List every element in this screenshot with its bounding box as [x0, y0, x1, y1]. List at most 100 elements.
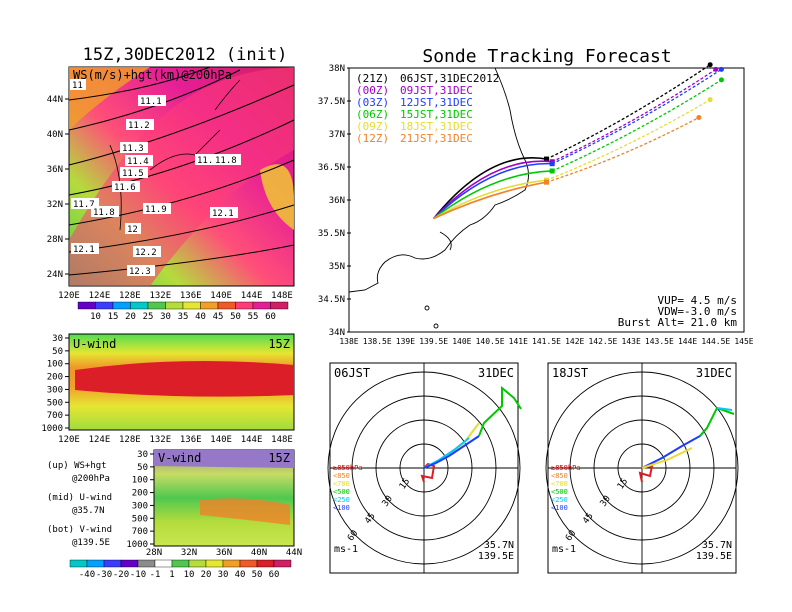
map-xtick: 142E [565, 337, 584, 346]
u-ytick: 50 [52, 347, 63, 357]
colorbar-swatch [130, 301, 149, 310]
launch-legend-utc: (06Z) [356, 108, 389, 121]
map-xtick: 143E [622, 337, 641, 346]
launch-legend-utc: (12Z) [356, 132, 389, 145]
contour-label-box [120, 167, 148, 178]
v-yticks: 30 50 100 200 300 500 700 1000 [126, 450, 154, 550]
v-xtick: 44N [286, 548, 302, 558]
v-ytick: 100 [132, 476, 148, 486]
v-negative [154, 450, 294, 468]
contour-label: 11.8 [215, 156, 237, 166]
descent-track [551, 68, 722, 165]
u-ytick: 500 [47, 398, 63, 408]
track-map: 38N 37.5N 37N 36.5N 36N 35.5N 35N 34.5N 34N 138E… [318, 62, 754, 346]
colorbar-tick: 40 [195, 312, 206, 322]
hodo-date: 31DEC [696, 366, 732, 380]
ws-xtick: 144E [241, 291, 263, 301]
descent-track [551, 79, 722, 172]
landing-marker [718, 77, 724, 83]
u-xtick: 124E [89, 435, 111, 445]
map-xtick: 141.5E [532, 337, 561, 346]
contour-label-box [143, 203, 171, 214]
launch-legend-jst: 12JST,31DEC [400, 96, 473, 109]
colorbar-tick: -20 [113, 570, 129, 580]
panel-legend: (up) WS+hgt @200hPa (mid) U-wind @35.7N … [47, 461, 112, 548]
colorbar-swatch [112, 301, 131, 310]
contour-label: 11.3 [122, 144, 144, 154]
launch-legend-utc: (03Z) [356, 96, 389, 109]
ascent-track [433, 181, 547, 220]
colorbar-swatch [200, 301, 219, 310]
launch-legend-utc: (09Z) [356, 120, 389, 133]
v-ytick: 500 [132, 514, 148, 524]
ws-yticks: 44N 40N 36N 32N 28N 24N [47, 95, 69, 280]
ws-ytick: 40N [47, 130, 63, 140]
contour-label-box [112, 181, 140, 192]
colorbar-swatch [239, 559, 258, 568]
launch-legend: (21Z) 06JST,31DEC2012 (00Z) 09JST,31DEC (03Z… [356, 72, 499, 145]
map-xtick: 142.5E [588, 337, 617, 346]
colorbar-tick: 35 [178, 312, 189, 322]
contour-label: 11.9 [145, 205, 167, 215]
ws-xtick: 124E [89, 291, 111, 301]
colorbar-swatch [165, 301, 184, 310]
u-ytick: 200 [47, 373, 63, 383]
map-ytick: 37N [329, 130, 345, 140]
ws-ytick: 32N [47, 200, 63, 210]
colorbar-swatch [217, 301, 236, 310]
contour-label: 12 [127, 225, 138, 235]
contour-label-box [133, 246, 161, 257]
contour-label-box [125, 155, 153, 166]
legend-mid: (mid) U-wind [47, 493, 112, 503]
colorbar-swatch [235, 301, 254, 310]
hodo-lat: 35.7N [484, 540, 514, 551]
u-xtick: 120E [58, 435, 80, 445]
landing-marker [696, 115, 702, 120]
v-ytick: 700 [132, 527, 148, 537]
colorbar-tick: 40 [235, 570, 246, 580]
colorbar-tick: 25 [143, 312, 154, 322]
v-panel-time: 15Z [268, 451, 290, 465]
ws-panel-label: WS(m/s)+hgt(km)@200hPa [73, 68, 232, 82]
hodo-trace [641, 447, 693, 469]
hodo-legend-entry: <100 [551, 504, 568, 512]
contour-label-box [125, 223, 141, 234]
descent-track [546, 99, 711, 181]
colorbar-swatch [69, 559, 88, 568]
colorbar-tick: -1 [150, 570, 161, 580]
map-xtick: 143.5E [645, 337, 674, 346]
map-ytick: 37.5N [318, 97, 345, 107]
map-xtick: 139.5E [419, 337, 448, 346]
contour-label-box [126, 119, 154, 130]
hodo-legend-entry: <700 [333, 480, 350, 488]
colorbar-tick: -30 [96, 570, 112, 580]
v-ytick: 1000 [126, 540, 148, 550]
ascent-track [433, 179, 547, 220]
landing-marker [713, 66, 719, 72]
hodo-date: 31DEC [478, 366, 514, 380]
ascent-track [433, 162, 553, 220]
ws-ytick: 36N [47, 165, 63, 175]
hodo-legend-entry: <500 [333, 488, 350, 496]
contour-label: 12.1 [212, 209, 234, 219]
v-ytick: 50 [137, 463, 148, 473]
colorbar-tick: 30 [218, 570, 229, 580]
contour-label: 12.2 [135, 248, 157, 258]
colorbar-swatch [188, 559, 207, 568]
colorbar-tick: 60 [265, 312, 276, 322]
hodo-time: 18JST [552, 366, 588, 380]
japan-coastline [348, 67, 529, 329]
colorbar-tick: 30 [160, 312, 171, 322]
ws-xtick: 128E [119, 291, 141, 301]
ws-ytick: 24N [47, 270, 63, 280]
u-panel-label: U-wind [73, 337, 116, 351]
v-ytick: 200 [132, 489, 148, 499]
hodo-unit: ms-1 [334, 544, 358, 555]
map-ytick: 36.5N [318, 163, 345, 173]
hodo-time: 06JST [334, 366, 370, 380]
map-xtick: 140.5E [476, 337, 505, 346]
map-xtick: 144.5E [701, 337, 730, 346]
ws-xtick: 120E [58, 291, 80, 301]
contour-label-box [213, 154, 241, 165]
